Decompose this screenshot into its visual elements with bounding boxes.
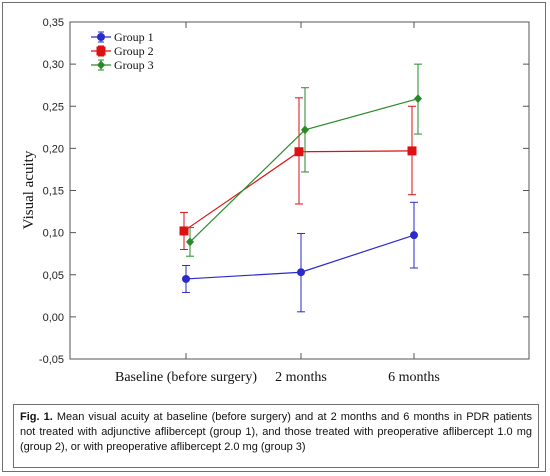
data-point — [301, 125, 309, 135]
x-tick-label: Baseline (before surgery) — [115, 370, 257, 385]
figure-panel: -0,05 0,00 0,05 0,10 0,15 0,20 0,25 0,30 0,35 Ba… — [2, 2, 546, 472]
data-point — [294, 147, 304, 157]
data-point — [407, 146, 417, 156]
y-tick-label: 0,30 — [43, 59, 64, 71]
data-point — [182, 274, 190, 283]
figure-caption: Fig. 1. Mean visual acuity at baseline (… — [13, 404, 539, 468]
y-tick-label: 0,35 — [43, 17, 64, 29]
legend-marker — [97, 33, 105, 41]
legend-item: Group 1 — [91, 30, 154, 44]
data-point — [414, 94, 422, 104]
legend-item: Group 3 — [91, 58, 154, 72]
legend-label: Group 3 — [114, 58, 154, 72]
y-tick-label: 0,20 — [43, 143, 64, 155]
legend-marker — [96, 46, 106, 56]
y-tick-label: 0,15 — [43, 186, 64, 198]
y-tick-label: 0,00 — [43, 312, 64, 324]
legend-label: Group 1 — [114, 30, 154, 44]
data-point — [179, 226, 189, 236]
x-tick-label: 2 months — [275, 370, 327, 385]
data-point — [410, 231, 418, 240]
y-tick-label: 0,10 — [43, 228, 64, 240]
y-tick-label: -0,05 — [39, 354, 64, 366]
series-1 — [182, 201, 418, 313]
x-tick-label: 6 months — [388, 370, 440, 385]
legend-item: Group 2 — [91, 44, 154, 58]
series-2 — [179, 97, 417, 250]
series-3 — [186, 63, 422, 257]
legend-marker — [97, 60, 105, 70]
caption-text: Mean visual acuity at baseline (before s… — [20, 411, 532, 453]
data-point — [297, 268, 305, 277]
legend-label: Group 2 — [114, 44, 154, 58]
y-axis-label: Visual acuity — [21, 150, 37, 229]
visual-acuity-chart: -0,05 0,00 0,05 0,10 0,15 0,20 0,25 0,30 0,35 Ba… — [21, 17, 530, 385]
y-tick-label: 0,05 — [43, 270, 64, 282]
caption-label: Fig. 1. — [20, 411, 53, 423]
y-tick-label: 0,25 — [43, 101, 64, 113]
data-point — [186, 237, 194, 247]
